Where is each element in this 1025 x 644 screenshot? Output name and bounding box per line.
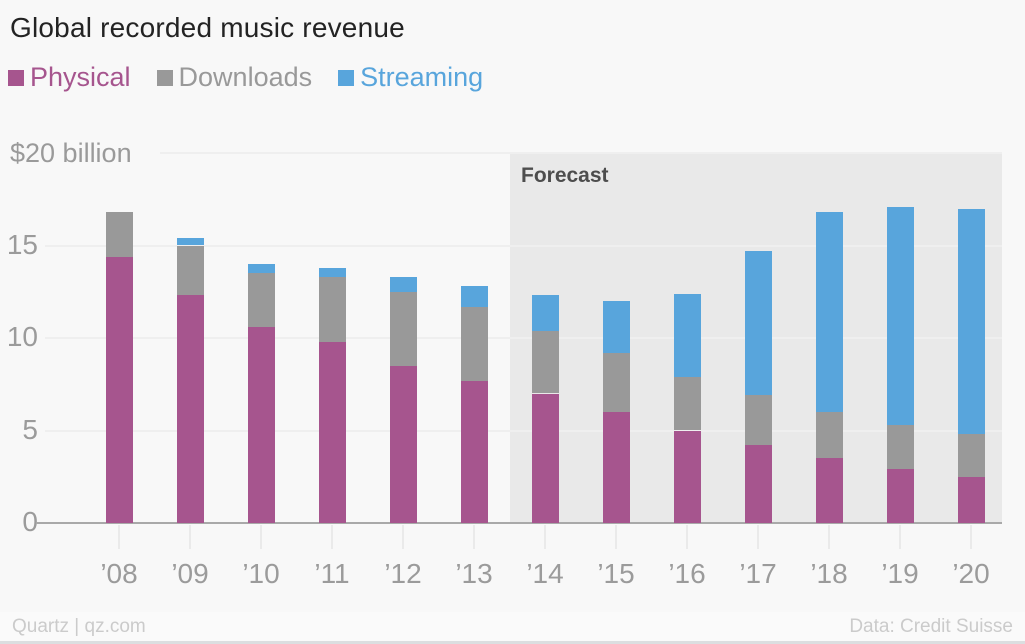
bar-segment-physical <box>531 394 559 523</box>
x-axis-label: ’10 <box>242 558 280 589</box>
x-axis-label: ’16 <box>668 558 706 589</box>
gridline <box>160 152 1002 154</box>
x-axis-tick <box>544 525 546 549</box>
bar-segment-physical <box>318 342 346 523</box>
bar-segment-physical <box>460 381 488 523</box>
x-axis-label: ’14 <box>526 558 564 589</box>
bar-segment-physical <box>957 477 985 523</box>
x-axis-label: ’12 <box>384 558 422 589</box>
legend-label-streaming: Streaming <box>360 62 484 92</box>
x-axis-label: ’15 <box>597 558 635 589</box>
x-axis-label: ’08 <box>100 558 138 589</box>
bar-segment-physical <box>389 366 417 523</box>
bar-segment-downloads <box>247 273 275 327</box>
x-axis-tick <box>402 525 404 549</box>
y-axis-label: 0 <box>22 506 38 537</box>
chart-title: Global recorded music revenue <box>10 12 405 43</box>
legend-item-streaming: Streaming <box>338 62 483 93</box>
legend-item-physical: Physical <box>8 62 131 93</box>
gridline <box>45 430 1002 432</box>
x-axis-label: ’19 <box>881 558 919 589</box>
bar-segment-downloads <box>318 277 346 342</box>
x-axis-tick <box>828 525 830 549</box>
bar-segment-downloads <box>460 307 488 381</box>
footer-source-left: Quartz | qz.com <box>12 616 146 637</box>
gridline <box>45 337 1002 339</box>
bar-segment-streaming <box>957 209 985 434</box>
bar-segment-streaming <box>815 212 843 412</box>
x-axis-tick <box>260 525 262 549</box>
downloads-swatch-icon <box>156 69 173 86</box>
footer-source-right: Data: Credit Suisse <box>849 616 1013 637</box>
bar-segment-downloads <box>815 412 843 458</box>
y-axis-label: 10 <box>6 321 38 352</box>
bar-segment-physical <box>886 469 914 523</box>
x-axis-tick <box>189 525 191 549</box>
bar-segment-downloads <box>105 212 133 257</box>
bar-segment-physical <box>744 445 772 523</box>
legend-label-physical: Physical <box>30 62 131 92</box>
bar-segment-streaming <box>247 264 275 273</box>
bar-segment-streaming <box>602 301 630 353</box>
bar-segment-streaming <box>886 207 914 425</box>
legend-label-downloads: Downloads <box>178 62 313 92</box>
bar-segment-streaming <box>318 268 346 277</box>
x-axis-label: ’17 <box>739 558 777 589</box>
legend: Physical Downloads Streaming <box>8 62 483 93</box>
bar-segment-downloads <box>673 377 701 430</box>
bar-segment-downloads <box>389 292 417 366</box>
y-axis-label: 15 <box>6 229 38 260</box>
legend-item-downloads: Downloads <box>156 62 313 93</box>
x-axis-label: ’20 <box>952 558 990 589</box>
bar-segment-physical <box>673 431 701 523</box>
bar-segment-downloads <box>176 246 204 295</box>
bar-segment-streaming <box>176 238 204 245</box>
x-axis-label: ’18 <box>810 558 848 589</box>
bar-segment-streaming <box>673 294 701 377</box>
x-axis-baseline <box>36 522 1002 524</box>
bar-segment-streaming <box>531 295 559 331</box>
x-axis-label: ’13 <box>455 558 493 589</box>
x-axis-label: ’11 <box>314 558 350 589</box>
x-axis-tick <box>686 525 688 549</box>
bar-segment-physical <box>176 295 204 523</box>
gridline <box>45 245 1002 247</box>
x-axis-label: ’09 <box>171 558 209 589</box>
x-axis-tick <box>970 525 972 549</box>
bottom-border <box>0 641 1025 644</box>
bar-segment-downloads <box>744 395 772 445</box>
bar-segment-physical <box>815 458 843 523</box>
bar-segment-physical <box>602 412 630 523</box>
x-axis-tick <box>899 525 901 549</box>
bar-segment-downloads <box>602 353 630 412</box>
bar-segment-downloads <box>886 425 914 469</box>
y-axis-label: 5 <box>22 414 38 445</box>
x-axis-tick <box>757 525 759 549</box>
x-axis-tick <box>331 525 333 549</box>
streaming-swatch-icon <box>338 69 355 86</box>
bar-segment-downloads <box>957 434 985 477</box>
bar-segment-streaming <box>744 251 772 395</box>
bar-segment-physical <box>247 327 275 523</box>
bar-segment-downloads <box>531 331 559 393</box>
physical-swatch-icon <box>8 69 24 86</box>
x-axis-tick <box>473 525 475 549</box>
footer: Quartz | qz.com Data: Credit Suisse <box>0 612 1025 641</box>
forecast-label: Forecast <box>521 164 609 187</box>
bar-segment-streaming <box>389 277 417 292</box>
x-axis-tick <box>615 525 617 549</box>
x-axis-tick <box>118 525 120 549</box>
bar-segment-physical <box>105 257 133 523</box>
bar-segment-streaming <box>460 286 488 307</box>
y-axis-unit-label: $20 billion <box>10 138 132 168</box>
